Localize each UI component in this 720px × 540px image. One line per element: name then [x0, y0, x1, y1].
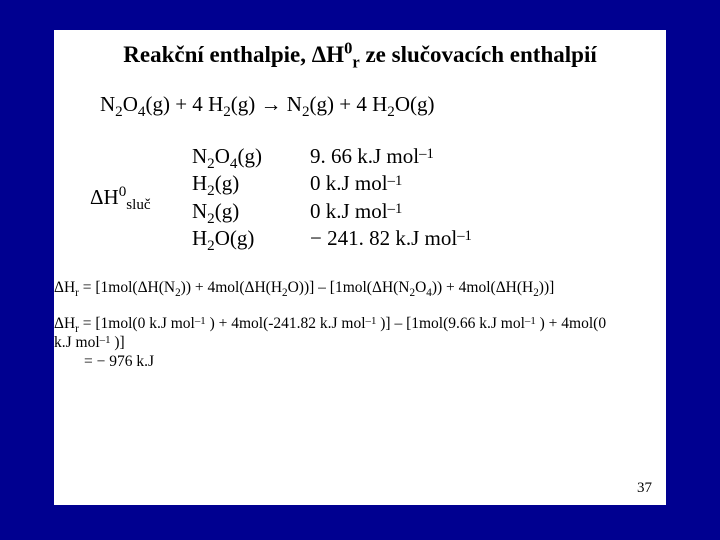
eq-h: H [208, 92, 223, 116]
val-exp: –1 [388, 200, 403, 216]
c2: )] [111, 334, 125, 351]
c1: ΔH [54, 279, 75, 296]
sp-phase: (g) [215, 199, 240, 223]
eq-sub: 2 [115, 104, 123, 120]
val: 9. 66 k.J mol [310, 144, 419, 168]
slide: Reakční enthalpie, ΔH0r ze slučovacích e… [0, 0, 720, 540]
sp: H [192, 226, 207, 250]
c2-exp: –1 [195, 315, 206, 327]
eq-phase: (g) [410, 92, 435, 116]
eq-plus: + 4 [334, 92, 372, 116]
c1: = [1mol(ΔH(N [79, 279, 175, 296]
eq-phase: (g) [231, 92, 256, 116]
page-number: 37 [637, 480, 652, 497]
c2: = [1mol(0 k.J mol [79, 315, 195, 332]
c2-exp: –1 [525, 315, 536, 327]
c2-result: = − 976 k.J [84, 353, 154, 370]
sp: O [215, 226, 230, 250]
sp: H [192, 171, 207, 195]
c1: ))] [539, 279, 555, 296]
eq-o: O [395, 92, 410, 116]
eq-n: N [100, 92, 115, 116]
content-panel: Reakční enthalpie, ΔH0r ze slučovacích e… [54, 30, 666, 505]
val-exp: –1 [388, 173, 403, 189]
c1: O [415, 279, 426, 296]
title-text-a: Reakční enthalpie, [123, 42, 311, 67]
c2-exp: –1 [366, 315, 377, 327]
eq-phase: (g) [310, 92, 335, 116]
val: − 241. 82 k.J mol [310, 226, 457, 250]
value-row: 0 k.J mol–1 [310, 170, 472, 197]
sp: N [192, 199, 207, 223]
c2: )] – [1mol(9.66 k.J mol [376, 315, 525, 332]
sp-phase: (g) [215, 171, 240, 195]
eq-phase: (g) [145, 92, 170, 116]
reaction-equation: N2O4(g) + 4 H2(g) → N2(g) + 4 H2O(g) [100, 92, 666, 117]
value-row: − 241. 82 k.J mol–1 [310, 225, 472, 252]
c2: k.J mol [54, 334, 100, 351]
c1: )) + 4mol(ΔH(H [181, 279, 282, 296]
species-row: N2(g) [192, 198, 310, 225]
eq-arrow: → [255, 92, 287, 116]
value-row: 0 k.J mol–1 [310, 198, 472, 225]
species-row: H2(g) [192, 170, 310, 197]
value-column: 9. 66 k.J mol–1 0 k.J mol–1 0 k.J mol–1 … [310, 143, 472, 252]
title-h: H [326, 42, 344, 67]
species-row: N2O4(g) [192, 143, 310, 170]
sp: N [192, 144, 207, 168]
species-row: H2O(g) [192, 225, 310, 252]
eq-n: N [287, 92, 302, 116]
calc-line-1: ΔHr = [1mol(ΔH(N2)) + 4mol(ΔH(H2O))] – [… [54, 278, 656, 297]
title-delta: Δ [312, 42, 326, 67]
row-label: ΔH0sluč [90, 143, 192, 252]
c1: )) + 4mol(ΔH(H [432, 279, 533, 296]
sp-phase: (g) [237, 144, 262, 168]
eq-sub: 2 [302, 104, 310, 120]
eq-o: O [123, 92, 138, 116]
title-text-b: ze slučovacích enthalpií [360, 42, 597, 67]
eq-plus: + 4 [170, 92, 208, 116]
c2-exp: –1 [100, 334, 111, 346]
val: 0 k.J mol [310, 171, 388, 195]
label-h: H [104, 185, 119, 209]
c1: O))] – [1mol(ΔH(N [288, 279, 410, 296]
label-sub: sluč [126, 197, 150, 213]
label-delta: Δ [90, 185, 104, 209]
eq-h: H [372, 92, 387, 116]
eq-sub: 2 [223, 104, 231, 120]
slide-title: Reakční enthalpie, ΔH0r ze slučovacích e… [54, 42, 666, 68]
title-sub: r [352, 53, 359, 72]
calc-line-2: ΔHr = [1mol(0 k.J mol–1 ) + 4mol(-241.82… [54, 314, 656, 372]
c2: ) + 4mol(-241.82 k.J mol [206, 315, 366, 332]
val-exp: –1 [457, 228, 472, 244]
species-column: N2O4(g) H2(g) N2(g) H2O(g) [192, 143, 310, 252]
sp-phase: (g) [230, 226, 255, 250]
c2: ΔH [54, 315, 75, 332]
enthalpy-table: ΔH0sluč N2O4(g) H2(g) N2(g) H2O(g) 9. 66… [90, 143, 666, 252]
sp: O [215, 144, 230, 168]
value-row: 9. 66 k.J mol–1 [310, 143, 472, 170]
val-exp: –1 [419, 146, 434, 162]
c2: ) + 4mol(0 [536, 315, 606, 332]
sp-sub: 2 [207, 238, 215, 254]
val: 0 k.J mol [310, 199, 388, 223]
eq-sub: 2 [387, 104, 395, 120]
